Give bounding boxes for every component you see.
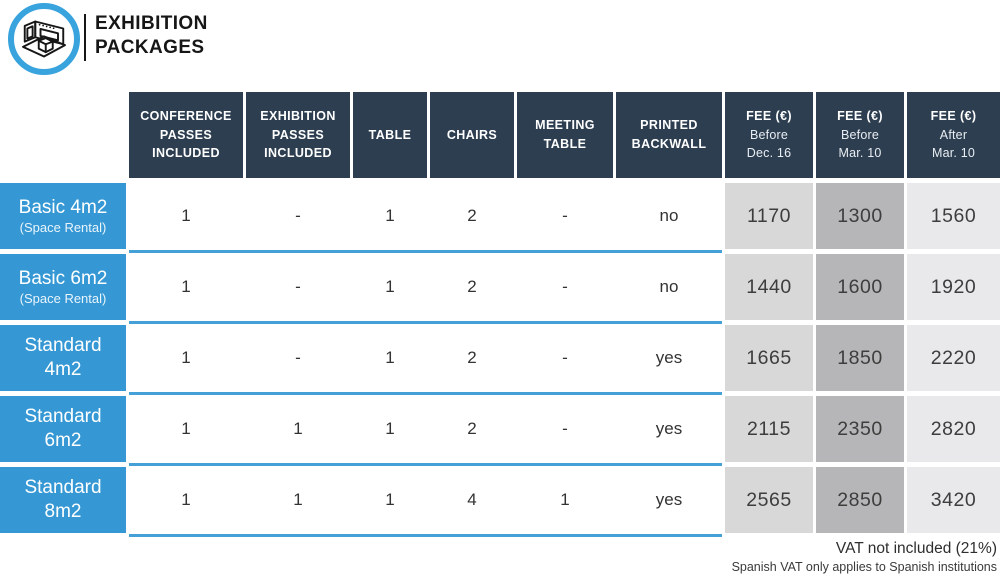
cell-table: 1	[385, 419, 395, 438]
cell-fee-after-mar10: 1560	[907, 183, 1000, 249]
cell-printed-backwall: no	[659, 277, 679, 296]
table-row-standard-6m2: Standard 6m2 1 1 1 2 - yes 2115 2350 282…	[0, 396, 1000, 466]
cell-printed-backwall: yes	[655, 348, 683, 367]
cell-meeting-table: -	[562, 348, 568, 367]
cell-chairs: 2	[467, 419, 477, 438]
cell-fee-before-mar10: 1850	[816, 325, 904, 391]
cell-fee-after-mar10: 1920	[907, 254, 1000, 320]
cell-chairs: 2	[467, 206, 477, 225]
cell-printed-backwall: yes	[655, 490, 683, 509]
cell-meeting-table: -	[562, 277, 568, 296]
cell-fee-after-mar10: 3420	[907, 467, 1000, 533]
cell-chairs: 4	[467, 490, 477, 509]
vat-note: VAT not included (21%) Spanish VAT only …	[397, 540, 997, 574]
header-spacer	[0, 92, 126, 178]
col-header-fee-before-dec16: FEE (€) Before Dec. 16	[725, 92, 813, 178]
title-divider	[84, 14, 86, 61]
row-label: Basic 6m2 (Space Rental)	[0, 254, 126, 320]
col-header-table: TABLE	[353, 92, 427, 178]
cell-fee-before-dec16: 1170	[725, 183, 813, 249]
cell-conference-passes: 1	[181, 490, 191, 509]
table-row-standard-8m2: Standard 8m2 1 1 1 4 1 yes 2565 2850 342…	[0, 467, 1000, 537]
cell-exhibition-passes: -	[295, 348, 301, 367]
cell-fee-after-mar10: 2220	[907, 325, 1000, 391]
col-header-meeting-table: MEETING TABLE	[517, 92, 613, 178]
cell-exhibition-passes: 1	[293, 490, 303, 509]
page-title: EXHIBITION PACKAGES	[95, 13, 208, 59]
cell-fee-before-dec16: 2115	[725, 396, 813, 462]
table-row-basic-6m2: Basic 6m2 (Space Rental) 1 - 1 2 - no 14…	[0, 254, 1000, 324]
cell-printed-backwall: no	[659, 206, 679, 225]
cell-table: 1	[385, 348, 395, 367]
cell-fee-before-dec16: 1440	[725, 254, 813, 320]
cell-fee-before-mar10: 1300	[816, 183, 904, 249]
cell-exhibition-passes: 1	[293, 419, 303, 438]
row-label: Standard 4m2	[0, 325, 126, 391]
cell-conference-passes: 1	[181, 277, 191, 296]
logo-bar: EXHIBITION PACKAGES	[8, 3, 208, 75]
table-row-basic-4m2: Basic 4m2 (Space Rental) 1 - 1 2 - no 11…	[0, 183, 1000, 253]
cell-exhibition-passes: -	[295, 206, 301, 225]
cell-fee-before-mar10: 2350	[816, 396, 904, 462]
col-header-fee-after-mar10: FEE (€) After Mar. 10	[907, 92, 1000, 178]
cell-fee-before-mar10: 2850	[816, 467, 904, 533]
cell-exhibition-passes: -	[295, 277, 301, 296]
col-header-printed-backwall: PRINTED BACKWALL	[616, 92, 722, 178]
cell-chairs: 2	[467, 348, 477, 367]
cell-fee-before-dec16: 2565	[725, 467, 813, 533]
table-header-row: CONFERENCE PASSES INCLUDED EXHIBITION PA…	[0, 92, 1000, 178]
cell-table: 1	[385, 490, 395, 509]
row-label: Basic 4m2 (Space Rental)	[0, 183, 126, 249]
row-label: Standard 8m2	[0, 467, 126, 533]
table-row-standard-4m2: Standard 4m2 1 - 1 2 - yes 1665 1850 222…	[0, 325, 1000, 395]
cell-fee-before-mar10: 1600	[816, 254, 904, 320]
cell-meeting-table: -	[562, 419, 568, 438]
col-header-conference-passes: CONFERENCE PASSES INCLUDED	[129, 92, 243, 178]
cell-fee-after-mar10: 2820	[907, 396, 1000, 462]
row-label: Standard 6m2	[0, 396, 126, 462]
col-header-fee-before-mar10: FEE (€) Before Mar. 10	[816, 92, 904, 178]
vat-note-line2: Spanish VAT only applies to Spanish inst…	[731, 559, 997, 574]
cell-meeting-table: -	[562, 206, 568, 225]
cell-conference-passes: 1	[181, 348, 191, 367]
packages-table: CONFERENCE PASSES INCLUDED EXHIBITION PA…	[0, 92, 1000, 538]
cell-conference-passes: 1	[181, 419, 191, 438]
col-header-exhibition-passes: EXHIBITION PASSES INCLUDED	[246, 92, 350, 178]
cell-meeting-table: 1	[560, 490, 570, 509]
col-header-chairs: CHAIRS	[430, 92, 514, 178]
cell-printed-backwall: yes	[655, 419, 683, 438]
exhibition-booth-icon	[8, 3, 80, 75]
cell-table: 1	[385, 206, 395, 225]
cell-table: 1	[385, 277, 395, 296]
vat-note-line1: VAT not included (21%)	[835, 540, 997, 557]
cell-chairs: 2	[467, 277, 477, 296]
cell-conference-passes: 1	[181, 206, 191, 225]
cell-fee-before-dec16: 1665	[725, 325, 813, 391]
